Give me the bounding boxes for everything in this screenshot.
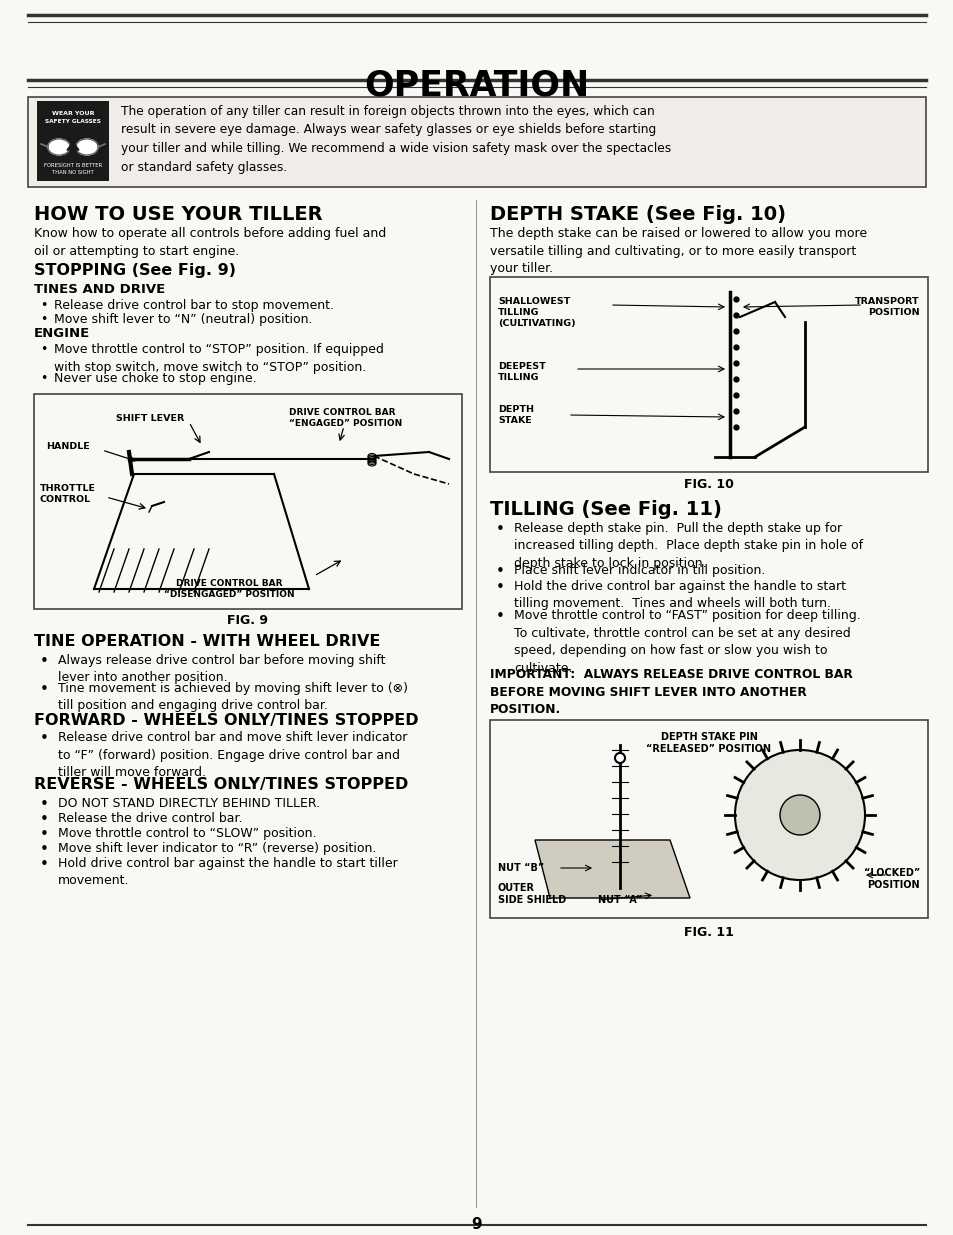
Text: WEAR YOUR: WEAR YOUR: [51, 111, 94, 116]
Text: Always release drive control bar before moving shift
lever into another position: Always release drive control bar before …: [58, 655, 385, 684]
Text: Release depth stake pin.  Pull the depth stake up for
increased tilling depth.  : Release depth stake pin. Pull the depth …: [514, 522, 862, 571]
Text: FORWARD - WHEELS ONLY/TINES STOPPED: FORWARD - WHEELS ONLY/TINES STOPPED: [34, 713, 418, 727]
Text: Never use choke to stop engine.: Never use choke to stop engine.: [54, 372, 256, 385]
Text: DRIVE CONTROL BAR
“ENGAGED” POSITION: DRIVE CONTROL BAR “ENGAGED” POSITION: [289, 408, 402, 429]
Text: •: •: [40, 682, 49, 697]
Text: SHIFT LEVER: SHIFT LEVER: [116, 414, 184, 424]
Bar: [37, 101, 109, 182]
Bar: [490, 720, 927, 918]
Text: ENGINE: ENGINE: [34, 327, 91, 340]
Text: Release drive control bar to stop movement.: Release drive control bar to stop moveme…: [54, 299, 334, 312]
Text: FIG. 10: FIG. 10: [683, 478, 733, 492]
Text: DRIVE CONTROL BAR
“DISENGAGED” POSITION: DRIVE CONTROL BAR “DISENGAGED” POSITION: [164, 579, 294, 599]
Text: DEPTH
STAKE: DEPTH STAKE: [497, 405, 534, 425]
Text: Release drive control bar and move shift lever indicator
to “F” (forward) positi: Release drive control bar and move shift…: [58, 731, 407, 779]
Text: The operation of any tiller can result in foreign objects thrown into the eyes, : The operation of any tiller can result i…: [121, 105, 671, 173]
Text: Know how to operate all controls before adding fuel and
oil or attempting to sta: Know how to operate all controls before …: [34, 227, 386, 258]
Text: STOPPING (See Fig. 9): STOPPING (See Fig. 9): [34, 263, 235, 278]
Ellipse shape: [48, 140, 70, 156]
Text: FORESIGHT IS BETTER: FORESIGHT IS BETTER: [44, 163, 102, 168]
Text: Release the drive control bar.: Release the drive control bar.: [58, 811, 242, 825]
Text: •: •: [496, 580, 504, 595]
Text: TINE OPERATION - WITH WHEEL DRIVE: TINE OPERATION - WITH WHEEL DRIVE: [34, 634, 380, 650]
Text: “LOCKED”
POSITION: “LOCKED” POSITION: [862, 868, 919, 890]
Text: Tine movement is achieved by moving shift lever to (⊗)
till position and engagin: Tine movement is achieved by moving shif…: [58, 682, 408, 713]
Ellipse shape: [76, 140, 98, 156]
Text: Hold drive control bar against the handle to start tiller
movement.: Hold drive control bar against the handl…: [58, 857, 397, 888]
Text: •: •: [40, 797, 49, 811]
Text: Move throttle control to “SLOW” position.: Move throttle control to “SLOW” position…: [58, 827, 316, 840]
Text: •: •: [40, 655, 49, 669]
Text: •: •: [40, 312, 48, 326]
Text: •: •: [496, 522, 504, 537]
Text: FIG. 11: FIG. 11: [683, 926, 733, 939]
Text: Hold the drive control bar against the handle to start
tilling movement.  Tines : Hold the drive control bar against the h…: [514, 580, 845, 610]
Text: DEEPEST
TILLING: DEEPEST TILLING: [497, 362, 545, 382]
Text: Move shift lever to “N” (neutral) position.: Move shift lever to “N” (neutral) positi…: [54, 312, 313, 326]
Text: •: •: [40, 827, 49, 842]
Text: •: •: [496, 564, 504, 579]
Text: •: •: [40, 343, 48, 356]
Text: 9: 9: [471, 1216, 482, 1233]
Text: •: •: [40, 857, 49, 872]
Text: •: •: [40, 842, 49, 857]
Text: Move throttle control to “STOP” position. If equipped
with stop switch, move swi: Move throttle control to “STOP” position…: [54, 343, 383, 373]
Bar: [28, 98, 925, 186]
Text: NUT “A”: NUT “A”: [598, 895, 641, 905]
Text: •: •: [496, 609, 504, 624]
Text: TILLING (See Fig. 11): TILLING (See Fig. 11): [490, 500, 721, 519]
Text: •: •: [40, 372, 48, 385]
Text: •: •: [40, 811, 49, 827]
Text: The depth stake can be raised or lowered to allow you more
versatile tilling and: The depth stake can be raised or lowered…: [490, 227, 866, 275]
Text: SHALLOWEST
TILLING
(CULTIVATING): SHALLOWEST TILLING (CULTIVATING): [497, 296, 575, 329]
Polygon shape: [535, 840, 689, 898]
Circle shape: [615, 753, 624, 763]
Text: •: •: [40, 299, 48, 312]
Text: Place shift lever indicator in till position.: Place shift lever indicator in till posi…: [514, 564, 764, 577]
Polygon shape: [67, 142, 79, 149]
Text: SAFETY GLASSES: SAFETY GLASSES: [45, 119, 101, 124]
Bar: [490, 277, 927, 472]
Text: THAN NO SIGHT: THAN NO SIGHT: [52, 170, 93, 175]
Text: TRANSPORT
POSITION: TRANSPORT POSITION: [855, 296, 919, 317]
Text: IMPORTANT:  ALWAYS RELEASE DRIVE CONTROL BAR
BEFORE MOVING SHIFT LEVER INTO ANOT: IMPORTANT: ALWAYS RELEASE DRIVE CONTROL …: [490, 668, 852, 716]
Text: TINES AND DRIVE: TINES AND DRIVE: [34, 283, 165, 296]
Text: FIG. 9: FIG. 9: [227, 614, 268, 627]
Text: OPERATION: OPERATION: [364, 68, 589, 103]
Circle shape: [780, 795, 820, 835]
Text: Move shift lever indicator to “R” (reverse) position.: Move shift lever indicator to “R” (rever…: [58, 842, 376, 855]
Text: NUT “B”: NUT “B”: [497, 863, 543, 873]
Text: Move throttle control to “FAST” position for deep tilling.
To cultivate, throttl: Move throttle control to “FAST” position…: [514, 609, 860, 674]
Text: DEPTH STAKE PIN
“RELEASED” POSITION: DEPTH STAKE PIN “RELEASED” POSITION: [646, 732, 771, 755]
Circle shape: [734, 750, 864, 881]
Text: HANDLE: HANDLE: [46, 442, 90, 451]
Text: DO NOT STAND DIRECTLY BEHIND TILLER.: DO NOT STAND DIRECTLY BEHIND TILLER.: [58, 797, 320, 810]
Bar: [34, 394, 461, 609]
Text: REVERSE - WHEELS ONLY/TINES STOPPED: REVERSE - WHEELS ONLY/TINES STOPPED: [34, 777, 408, 792]
Text: OUTER
SIDE SHIELD: OUTER SIDE SHIELD: [497, 883, 566, 905]
Text: THROTTLE
CONTROL: THROTTLE CONTROL: [40, 484, 96, 504]
Text: HOW TO USE YOUR TILLER: HOW TO USE YOUR TILLER: [34, 205, 322, 224]
Text: •: •: [40, 731, 49, 746]
Text: DEPTH STAKE (See Fig. 10): DEPTH STAKE (See Fig. 10): [490, 205, 785, 224]
